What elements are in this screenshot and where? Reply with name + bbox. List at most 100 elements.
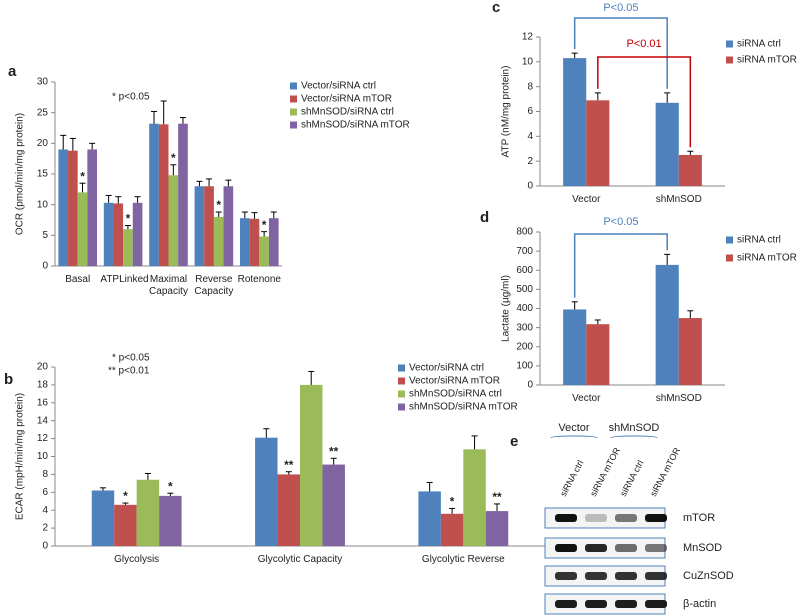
y-axis-label: ECAR (mpH/min/mg protein) (15, 393, 26, 520)
annotation: * p<0.05 (112, 92, 150, 103)
legend-swatch (726, 56, 733, 64)
lane-label: siRNA ctrl (558, 458, 585, 498)
y-tick-label: 4 (42, 505, 48, 516)
x-tick-label: Glycolytic Capacity (257, 554, 343, 565)
bar (68, 150, 78, 266)
y-tick-label: 0 (527, 380, 533, 391)
x-tick-label: Glycolytic Reverse (421, 554, 505, 565)
x-tick-label: Reverse Capacity (194, 274, 234, 297)
y-tick-label: 700 (516, 246, 533, 257)
legend-label: Vector/siRNA mTOR (409, 376, 500, 387)
y-tick-label: 15 (37, 169, 49, 180)
group-bracket (610, 435, 658, 439)
legend-swatch (290, 121, 297, 129)
y-tick-label: 5 (42, 230, 48, 241)
bar (255, 437, 278, 546)
significance: * (126, 212, 131, 226)
protein-label: MnSOD (683, 542, 722, 554)
legend-label: siRNA ctrl (737, 39, 781, 50)
y-tick-label: 0 (42, 261, 48, 272)
y-tick-label: 12 (37, 433, 49, 444)
legend-swatch (398, 377, 405, 385)
legend-swatch (398, 364, 405, 372)
blot-band (585, 544, 607, 552)
legend-label: shMnSOD/siRNA mTOR (301, 120, 410, 131)
y-tick-label: 10 (37, 451, 49, 462)
y-tick-label: 500 (516, 284, 533, 295)
x-tick-label: Maximal Capacity (149, 274, 188, 297)
legend-swatch (398, 403, 405, 411)
bar (240, 218, 250, 266)
y-axis-label: ATP (nM/mg protein) (501, 66, 512, 158)
significance: ** (329, 444, 339, 458)
blot-band (555, 544, 577, 552)
blot-band (585, 572, 607, 580)
blot-band (615, 600, 637, 608)
bar (259, 236, 269, 266)
blot-band (615, 514, 637, 522)
significance: * (216, 198, 221, 212)
legend-label: siRNA mTOR (737, 55, 797, 66)
bar (586, 100, 610, 186)
panel-label: e (510, 433, 518, 450)
bar (485, 511, 509, 546)
bar (136, 479, 160, 546)
y-tick-label: 12 (522, 32, 534, 43)
legend-swatch (726, 254, 733, 262)
significance: * (171, 151, 176, 165)
group-label: shMnSOD (609, 422, 660, 434)
comparison-bracket (573, 17, 668, 89)
y-tick-label: 0 (527, 181, 533, 192)
y-tick-label: 10 (37, 199, 49, 210)
blot-band (645, 544, 667, 552)
legend-swatch (290, 108, 297, 116)
blot-band (645, 572, 667, 580)
bar (114, 504, 137, 546)
significance: * (450, 495, 455, 509)
y-axis-label: OCR (pmol/min/mg protein) (15, 113, 26, 235)
bar (132, 202, 143, 266)
legend-label: shMnSOD/siRNA mTOR (409, 402, 518, 413)
bar (440, 513, 464, 546)
y-tick-label: 2 (527, 156, 533, 167)
bar (678, 154, 702, 186)
y-tick-label: 300 (516, 322, 533, 333)
bar (678, 318, 702, 385)
bar (194, 186, 205, 266)
y-tick-label: 6 (527, 106, 533, 117)
bar (58, 149, 69, 266)
y-tick-label: 100 (516, 361, 533, 372)
protein-label: CuZnSOD (683, 570, 734, 582)
bar (159, 495, 182, 546)
bar (277, 474, 300, 546)
y-tick-label: 2 (42, 523, 48, 534)
bar (113, 203, 124, 266)
bar (178, 123, 188, 266)
bar (586, 324, 610, 385)
bar (563, 309, 587, 385)
bar (91, 490, 115, 546)
comparison-label: P<0.05 (603, 216, 638, 228)
group-label: Vector (558, 422, 590, 434)
blot-band (615, 572, 637, 580)
bar (168, 175, 179, 266)
y-tick-label: 20 (37, 138, 49, 149)
y-tick-label: 14 (37, 415, 49, 426)
group-bracket (550, 435, 598, 439)
y-tick-label: 20 (37, 362, 49, 373)
y-tick-label: 18 (37, 380, 49, 391)
bar (77, 192, 88, 266)
bar (213, 216, 224, 266)
bar (103, 202, 114, 266)
y-tick-label: 600 (516, 265, 533, 276)
lane-label: siRNA ctrl (618, 458, 645, 498)
legend-label: Vector/siRNA ctrl (301, 81, 376, 92)
y-tick-label: 30 (37, 77, 49, 88)
bar (223, 186, 234, 266)
y-tick-label: 25 (37, 107, 49, 118)
legend-swatch (398, 390, 405, 398)
x-tick-label: shMnSOD (655, 194, 702, 205)
legend-label: siRNA mTOR (737, 253, 797, 264)
blot-band (555, 572, 577, 580)
bar (322, 464, 345, 546)
